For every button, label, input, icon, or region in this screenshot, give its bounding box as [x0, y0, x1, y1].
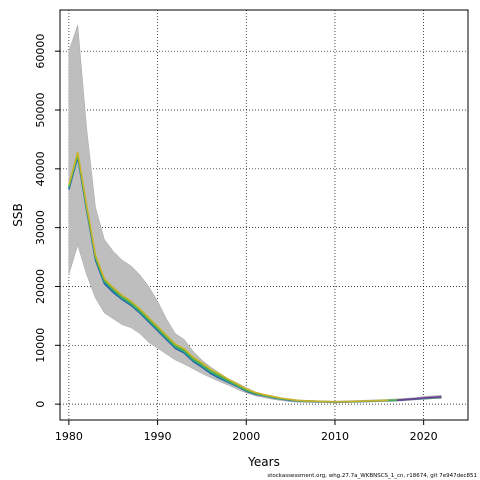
y-tick-label: 30000 — [34, 210, 47, 245]
y-tick-label: 10000 — [34, 328, 47, 363]
plot-frame — [59, 9, 469, 421]
x-axis-title: Years — [247, 455, 280, 469]
confidence-band-area — [68, 24, 442, 404]
x-tick-label: 2020 — [410, 430, 438, 443]
y-tick-label: 50000 — [34, 93, 47, 128]
footnote: stockassessment.org, whg.27.7a_WKBNSCS_1… — [267, 473, 477, 479]
x-tick-label: 2000 — [232, 430, 260, 443]
confidence-band — [68, 24, 442, 404]
y-axis-title: SSB — [11, 203, 25, 226]
y-tick-label: 0 — [34, 401, 47, 408]
y-tick-label: 40000 — [34, 151, 47, 186]
x-tick-label: 2010 — [321, 430, 349, 443]
y-tick-label: 20000 — [34, 269, 47, 304]
series-line-4 — [68, 151, 389, 403]
y-tick-label: 60000 — [34, 34, 47, 69]
y-axis: 0 10000 20000 30000 40000 50000 60000 — [34, 34, 60, 408]
x-axis: 1980 1990 2000 2010 2020 — [55, 420, 438, 443]
series-line-5 — [396, 395, 442, 402]
x-tick-label: 1990 — [144, 430, 172, 443]
x-tick-label: 1980 — [55, 430, 83, 443]
series-lines — [68, 151, 442, 403]
